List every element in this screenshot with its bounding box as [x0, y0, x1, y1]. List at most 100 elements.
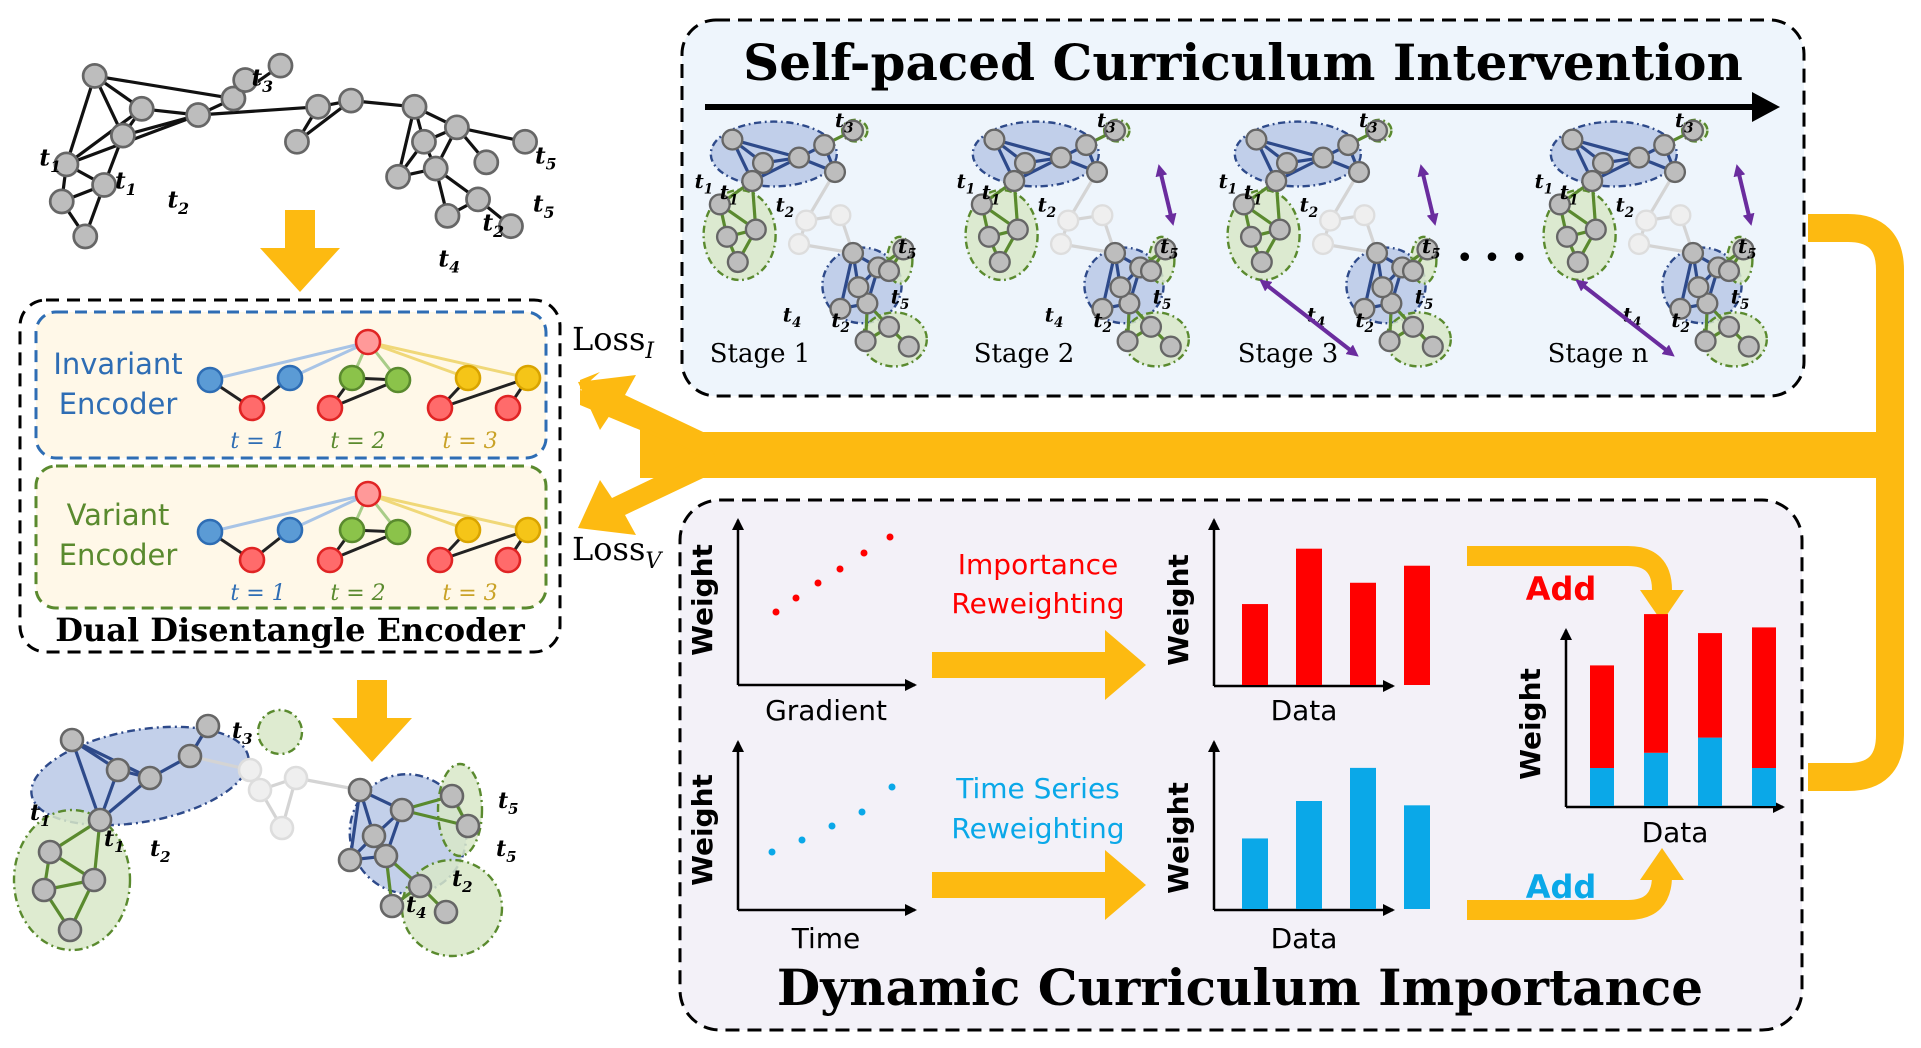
graph-node: [247, 777, 273, 803]
encoder-node: [276, 364, 304, 392]
encoder-edge: [209, 492, 369, 534]
encoder-node: [384, 366, 412, 394]
stack-bar-red: [1698, 633, 1722, 738]
graph-node: [1365, 241, 1389, 265]
output-graph: t1 t1 t2 t3 t5 t5 t2 t4: [12, 708, 519, 958]
encoder-edge: [367, 492, 529, 532]
scatter2-y-label: Weight: [686, 774, 719, 886]
encoder-node: [426, 546, 454, 574]
graph-node: [1337, 133, 1360, 157]
graph-node: [1555, 225, 1579, 248]
scatter1-point: [792, 594, 800, 602]
time-label: t1: [982, 180, 1001, 208]
graph-node: [1003, 169, 1026, 193]
stage-label-2: Stage 2: [974, 339, 1075, 369]
graph-node: [1311, 232, 1335, 256]
scatter1-point: [814, 579, 822, 587]
graph-node: [726, 250, 749, 274]
graph-node: [433, 899, 459, 925]
graph-node: [1013, 151, 1037, 175]
time-label: t2: [776, 193, 795, 221]
graph-node: [1006, 218, 1029, 241]
bottom-panel-title: Dynamic Curriculum Importance: [777, 958, 1703, 1017]
graph-node: [1687, 276, 1710, 299]
add-label-blue: Add: [1526, 868, 1597, 906]
graph-node: [434, 202, 461, 229]
graph-node: [48, 188, 75, 215]
time-label: t2: [482, 210, 504, 241]
swap-arrow: [1733, 164, 1755, 226]
encoder-node: [196, 366, 224, 394]
arrow-to-variant: [578, 450, 720, 535]
time-label: t4: [1045, 302, 1064, 330]
graph-node: [411, 128, 437, 155]
swap-arrow: [1259, 279, 1359, 357]
graph-edge: [993, 138, 1062, 160]
inv-t3: t = 3: [442, 429, 497, 454]
graph-node: [795, 209, 818, 232]
graph-node: [81, 867, 107, 893]
graph-node: [1681, 119, 1705, 142]
encoder-node: [454, 516, 482, 544]
graph-node: [1268, 218, 1291, 241]
graph-node: [1347, 160, 1371, 184]
graph-node: [892, 238, 915, 261]
bar: [1296, 548, 1322, 685]
graph-node: [1311, 146, 1335, 169]
graph-node: [1694, 330, 1717, 353]
graph-edge: [198, 105, 319, 117]
importance-label-1: Importance: [958, 548, 1118, 581]
graph-node: [1681, 241, 1705, 265]
importance-label-2: Reweighting: [951, 587, 1124, 620]
graph-node: [1627, 146, 1651, 169]
invariant-label-2: Encoder: [59, 387, 178, 421]
graph-node: [841, 119, 865, 142]
graph-node: [109, 122, 136, 149]
graph-node: [1139, 259, 1163, 283]
graph-node: [379, 893, 405, 919]
encoder-node: [354, 480, 382, 508]
graph-node: [1635, 209, 1658, 232]
graph-node: [1378, 330, 1401, 353]
dual-encoder: Invariant Encoder Variant Encoder t = 1 …: [18, 298, 562, 654]
encoder-node: [276, 516, 304, 544]
time-label: t2: [1355, 308, 1374, 336]
graph-node: [1401, 315, 1425, 338]
time-label: t3: [1675, 108, 1694, 136]
down-arrow-bottom: [332, 680, 412, 762]
graph-edge: [70, 739, 102, 821]
bar2-x-label: Data: [1271, 922, 1338, 955]
time-label: t2: [1300, 193, 1319, 221]
scatter1-point: [860, 549, 868, 557]
graph-edge: [1255, 138, 1324, 160]
bar1-x-label: Data: [1271, 694, 1338, 727]
bar: [1404, 805, 1430, 909]
graph-node: [1416, 238, 1439, 261]
graph-node: [708, 193, 731, 216]
graph-node: [338, 87, 364, 114]
time-label: t5: [1422, 234, 1441, 262]
graph-node: [232, 67, 259, 93]
swap-arrow: [1155, 164, 1177, 226]
bottom-panel: Dynamic Curriculum Importance Weight Gra…: [678, 498, 1804, 1032]
time-label: t5: [496, 836, 517, 866]
graph-node: [1717, 259, 1741, 283]
graph-node: [407, 873, 433, 899]
loss-v-label: LossV: [572, 530, 663, 574]
encoder-node: [514, 364, 542, 392]
graph-node: [1561, 128, 1584, 151]
scatter2-point: [798, 836, 806, 844]
time-label: t5: [1153, 284, 1172, 312]
stack-bar-blue: [1752, 768, 1776, 806]
graph-node: [37, 839, 63, 865]
graph: t1 t1 t2 t3 t5 t5 t2 t4: [39, 52, 557, 277]
scatter2-x-label: Time: [791, 922, 861, 955]
graph-node: [813, 133, 836, 157]
graph-node: [347, 777, 373, 803]
time-label: t3: [251, 65, 273, 96]
graph-node: [1049, 232, 1073, 256]
bar: [1404, 565, 1430, 685]
progress-arrowhead: [1752, 92, 1780, 122]
